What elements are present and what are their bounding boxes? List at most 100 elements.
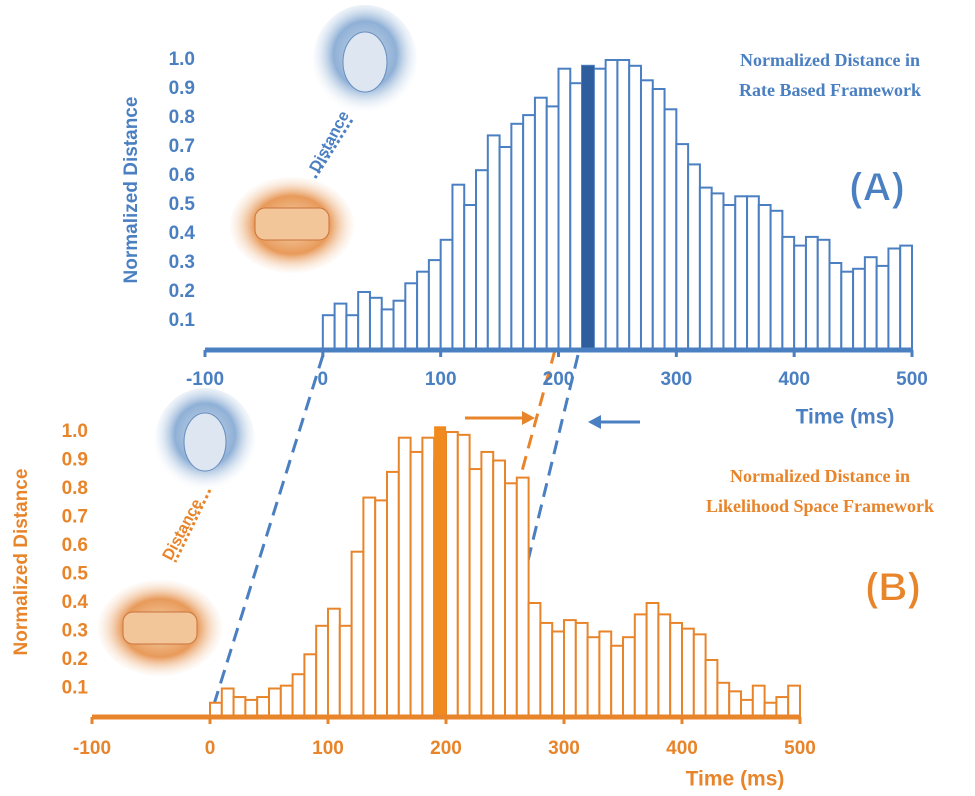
bar bbox=[552, 632, 564, 718]
x-tick-label: 300 bbox=[548, 738, 580, 759]
shift-arrow bbox=[588, 415, 640, 429]
car-icon bbox=[98, 580, 222, 676]
bar bbox=[405, 283, 417, 350]
face-icon bbox=[313, 5, 417, 115]
face-icon bbox=[155, 388, 255, 492]
bar bbox=[363, 498, 375, 717]
y-tick-label: 0.9 bbox=[169, 78, 195, 99]
bar bbox=[370, 298, 382, 350]
bar bbox=[599, 632, 611, 718]
y-tick-label: 1.0 bbox=[169, 49, 195, 70]
bar bbox=[735, 196, 747, 350]
bar bbox=[529, 603, 541, 717]
bar bbox=[517, 478, 529, 717]
bar bbox=[771, 211, 783, 350]
bar bbox=[788, 686, 800, 717]
panel-label: (B) bbox=[865, 566, 921, 610]
bar bbox=[493, 461, 505, 718]
y-tick-label: 0.7 bbox=[62, 507, 88, 528]
y-tick-label: 0.3 bbox=[62, 621, 88, 642]
y-tick-label: 0.8 bbox=[62, 478, 88, 499]
chart-title: Rate Based Framework bbox=[739, 80, 921, 100]
bar bbox=[647, 603, 659, 717]
y-tick-label: 0.5 bbox=[169, 194, 196, 215]
bar bbox=[794, 246, 806, 350]
bar bbox=[375, 500, 387, 717]
x-tick-label: 500 bbox=[896, 369, 928, 390]
distance-label: Distance bbox=[307, 108, 353, 175]
y-tick-label: 0.5 bbox=[62, 564, 89, 585]
x-tick-label: 0 bbox=[318, 369, 329, 390]
bar bbox=[257, 697, 269, 717]
bar bbox=[399, 438, 411, 717]
bar bbox=[458, 435, 470, 717]
bar bbox=[753, 686, 765, 717]
x-tick-label: 500 bbox=[784, 738, 816, 759]
bar bbox=[523, 115, 535, 350]
bar bbox=[540, 623, 552, 717]
bar bbox=[782, 237, 794, 350]
y-tick-label: 0.3 bbox=[169, 252, 195, 273]
x-tick-label: -100 bbox=[73, 738, 111, 759]
bar bbox=[676, 144, 688, 350]
x-axis-label: Time (ms) bbox=[796, 406, 895, 429]
bar bbox=[488, 135, 500, 350]
bar bbox=[570, 83, 582, 350]
bar bbox=[281, 686, 293, 717]
bar bbox=[234, 697, 246, 717]
bar bbox=[340, 626, 352, 717]
figure: -10001002003004005000.10.20.30.40.50.60.… bbox=[0, 0, 975, 796]
bar bbox=[429, 260, 441, 350]
chart-title: Normalized Distance in bbox=[730, 466, 910, 486]
bar bbox=[452, 185, 464, 350]
y-tick-label: 0.1 bbox=[169, 310, 196, 331]
bar bbox=[293, 674, 305, 717]
bar bbox=[346, 315, 358, 350]
bar bbox=[382, 309, 394, 350]
y-tick-label: 1.0 bbox=[62, 421, 88, 442]
bar bbox=[417, 272, 429, 350]
panel-label: (A) bbox=[849, 166, 905, 210]
bar bbox=[617, 60, 629, 350]
bar bbox=[888, 249, 900, 351]
bar bbox=[712, 193, 724, 350]
bar bbox=[759, 205, 771, 350]
bar bbox=[335, 304, 347, 350]
x-tick-label: 100 bbox=[425, 369, 457, 390]
bar bbox=[670, 623, 682, 717]
bar bbox=[394, 301, 406, 350]
bar bbox=[222, 689, 234, 718]
bar bbox=[481, 452, 493, 717]
bar bbox=[706, 660, 718, 717]
bar bbox=[818, 240, 830, 350]
x-tick-label: -100 bbox=[186, 369, 224, 390]
bar bbox=[682, 629, 694, 717]
bar bbox=[535, 98, 547, 350]
bar bbox=[700, 188, 712, 350]
page: {"chart_data": [ {"type": "histogram", "… bbox=[0, 0, 975, 796]
y-tick-label: 0.6 bbox=[62, 535, 88, 556]
bar bbox=[806, 237, 818, 350]
y-axis-label: Normalized Distance bbox=[121, 97, 142, 284]
y-tick-label: 0.2 bbox=[169, 281, 195, 302]
bar bbox=[559, 69, 571, 350]
bar bbox=[464, 205, 476, 350]
bar bbox=[564, 620, 576, 717]
bar bbox=[841, 272, 853, 350]
y-tick-label: 0.6 bbox=[169, 165, 195, 186]
bar bbox=[611, 646, 623, 717]
y-tick-label: 0.2 bbox=[62, 649, 88, 670]
chart-title: Normalized Distance in bbox=[740, 50, 920, 70]
highlight-bar bbox=[582, 66, 594, 350]
y-tick-label: 0.8 bbox=[169, 107, 195, 128]
bar bbox=[877, 266, 889, 350]
x-tick-label: 400 bbox=[778, 369, 810, 390]
highlight-bar bbox=[434, 426, 446, 717]
bar bbox=[741, 700, 753, 717]
bar bbox=[500, 147, 512, 350]
x-tick-label: 0 bbox=[205, 738, 216, 759]
bar bbox=[594, 69, 606, 350]
bar bbox=[717, 683, 729, 717]
bar bbox=[245, 700, 257, 717]
bar bbox=[422, 438, 434, 717]
